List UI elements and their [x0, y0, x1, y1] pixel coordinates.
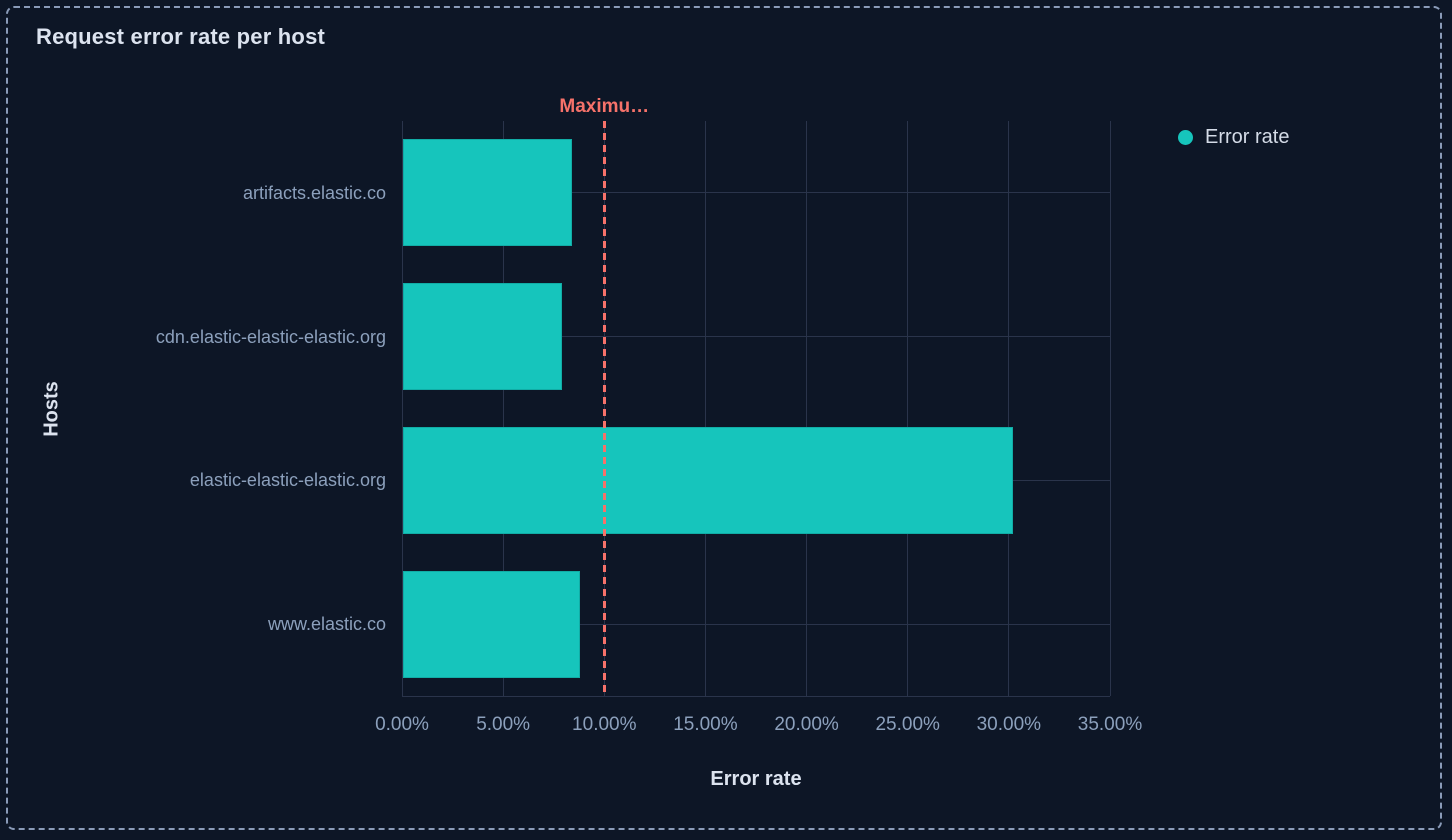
y-gridline	[402, 623, 1110, 625]
x-axis-line	[402, 696, 1110, 697]
x-gridline	[502, 121, 504, 696]
bar-www.elastic.co[interactable]	[403, 570, 580, 678]
dashboard-panel[interactable]: Request error rate per host	[6, 6, 1442, 830]
y-axis-title: Hosts	[40, 380, 63, 437]
legend-label: Error rate	[1205, 126, 1290, 148]
annotation-threshold-line	[602, 121, 606, 696]
x-tick-label: 0.00%	[375, 714, 429, 735]
x-gridline	[1109, 121, 1111, 696]
x-gridline	[907, 121, 909, 696]
y-category-label: www.elastic.co	[267, 614, 386, 635]
bar-artifacts.elastic.co[interactable]	[403, 139, 572, 247]
legend-item-error-rate[interactable]: Error rate	[1178, 126, 1289, 149]
x-gridline	[806, 121, 808, 696]
legend-color-dot	[1178, 130, 1193, 145]
x-tick-label: 30.00%	[976, 714, 1042, 735]
x-tick-label: 20.00%	[774, 714, 839, 735]
y-gridline	[402, 336, 1110, 338]
x-tick-label: 15.00%	[673, 714, 738, 735]
x-tick-label: 35.00%	[1077, 714, 1143, 735]
bar-cdn.elastic-elastic-elastic.org[interactable]	[403, 283, 562, 391]
bar-elastic-elastic-elastic.org[interactable]	[403, 426, 1013, 534]
y-category-label: artifacts.elastic.co	[242, 182, 386, 203]
x-axis-title: Error rate	[710, 768, 802, 790]
x-gridline	[704, 121, 706, 696]
x-gridline	[401, 121, 403, 696]
x-tick-label: 10.00%	[572, 714, 637, 735]
y-gridline	[402, 192, 1110, 194]
x-tick-label: 25.00%	[875, 714, 940, 735]
y-category-label: elastic-elastic-elastic.org	[189, 470, 386, 491]
y-category-label: cdn.elastic-elastic-elastic.org	[155, 326, 386, 347]
annotation-label: Maximu…	[559, 96, 650, 117]
x-gridline	[1008, 121, 1010, 696]
panel-title: Request error rate per host	[36, 24, 326, 49]
x-tick-label: 5.00%	[476, 714, 531, 735]
